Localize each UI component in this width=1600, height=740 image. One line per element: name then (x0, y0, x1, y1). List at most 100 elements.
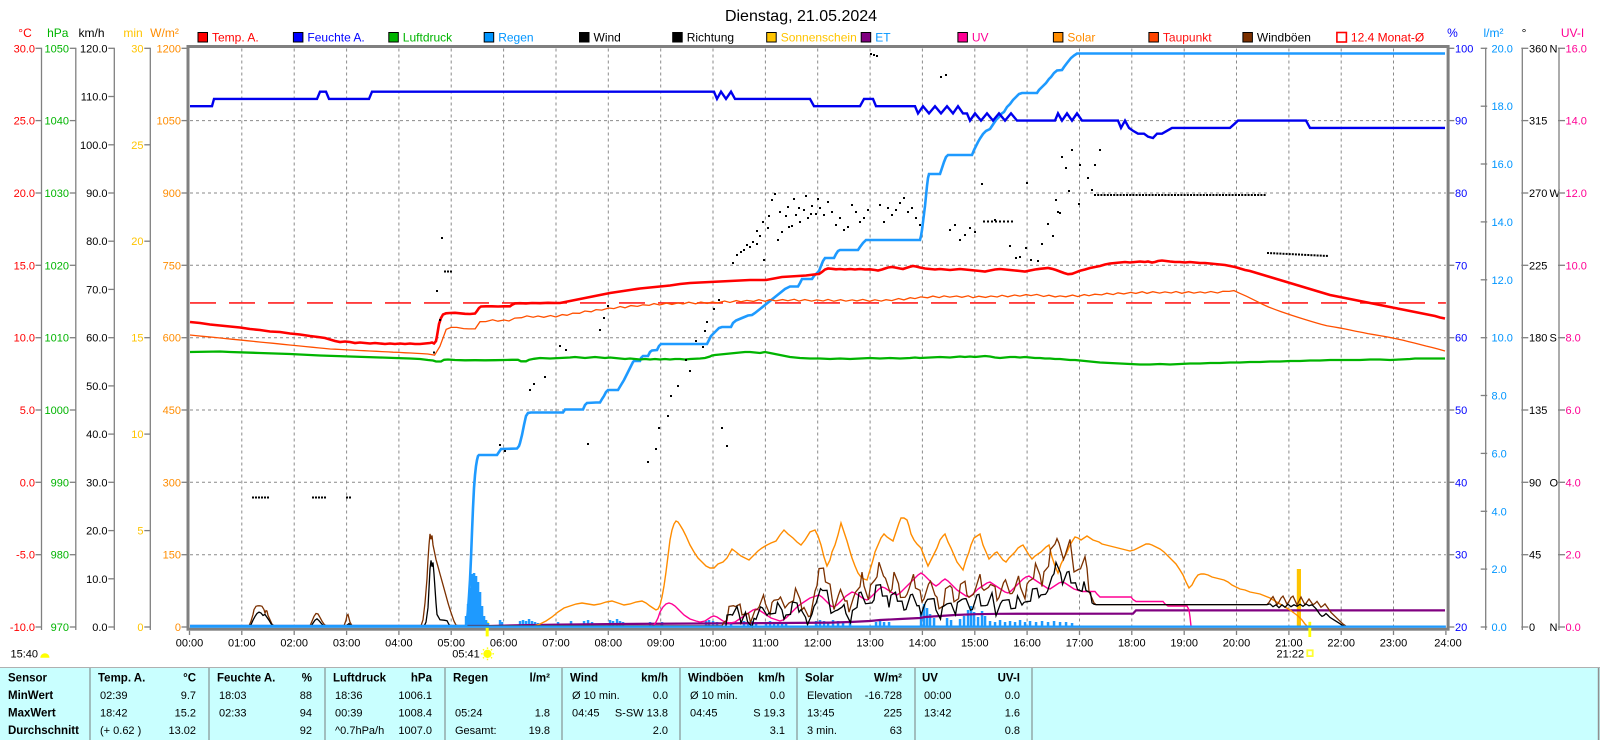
svg-text:Temp. A.: Temp. A. (98, 673, 145, 685)
svg-text:12.4 Monat-Ø: 12.4 Monat-Ø (1351, 31, 1424, 45)
svg-text:05:41: 05:41 (452, 649, 480, 661)
svg-text:%: % (302, 673, 312, 685)
svg-text:1040: 1040 (45, 116, 69, 128)
svg-text:135: 135 (1529, 405, 1547, 417)
svg-text:70: 70 (1455, 260, 1467, 272)
svg-text:Wind: Wind (594, 31, 621, 45)
svg-text:3 min.: 3 min. (807, 725, 837, 737)
svg-text:UV: UV (972, 31, 989, 45)
svg-text:km/h: km/h (78, 26, 104, 40)
svg-text:15:00: 15:00 (961, 638, 989, 650)
svg-text:270: 270 (1529, 188, 1547, 200)
svg-text:10.0: 10.0 (1492, 333, 1513, 345)
svg-text:12.0: 12.0 (1566, 188, 1587, 200)
svg-text:1200: 1200 (157, 43, 181, 55)
svg-text:1.6: 1.6 (1005, 708, 1020, 720)
svg-text:14:00: 14:00 (909, 638, 937, 650)
svg-text:(+ 0.62 ): (+ 0.62 ) (100, 725, 141, 737)
svg-text:04:45: 04:45 (690, 708, 718, 720)
svg-text:Luftdruck: Luftdruck (333, 673, 387, 685)
svg-text:45: 45 (1529, 550, 1541, 562)
svg-text:05:00: 05:00 (437, 638, 465, 650)
svg-text:Solar: Solar (805, 673, 834, 685)
svg-text:0.0: 0.0 (770, 690, 785, 702)
svg-text:24:00: 24:00 (1434, 638, 1462, 650)
svg-text:12.0: 12.0 (1492, 275, 1513, 287)
svg-text:02:33: 02:33 (219, 708, 247, 720)
svg-text:5: 5 (137, 526, 143, 538)
svg-text:80.0: 80.0 (86, 236, 107, 248)
svg-text:00:39: 00:39 (335, 708, 363, 720)
svg-text:19.8: 19.8 (529, 725, 550, 737)
svg-text:88: 88 (300, 690, 312, 702)
svg-text:Sensor: Sensor (8, 673, 48, 685)
svg-text:5.0: 5.0 (20, 405, 35, 417)
svg-text:25.0: 25.0 (14, 116, 35, 128)
svg-text:Regen: Regen (498, 31, 533, 45)
svg-text:25: 25 (131, 140, 143, 152)
svg-text:100.0: 100.0 (80, 140, 108, 152)
svg-text:Temp. A.: Temp. A. (212, 31, 259, 45)
svg-text:16:00: 16:00 (1013, 638, 1041, 650)
svg-text:450: 450 (163, 405, 181, 417)
svg-text:Solar: Solar (1067, 31, 1095, 45)
svg-text:16.0: 16.0 (1492, 159, 1513, 171)
svg-text:60: 60 (1455, 333, 1467, 345)
svg-text:1.8: 1.8 (535, 708, 550, 720)
svg-text:°C: °C (18, 26, 32, 40)
svg-text:0.8: 0.8 (1005, 725, 1020, 737)
svg-text:980: 980 (51, 550, 69, 562)
svg-text:Luftdruck: Luftdruck (403, 31, 453, 45)
svg-text:40: 40 (1455, 477, 1467, 489)
svg-text:0: 0 (1529, 622, 1535, 634)
svg-text:0.0: 0.0 (1005, 690, 1020, 702)
svg-text:1030: 1030 (45, 188, 69, 200)
svg-text:W: W (1550, 188, 1561, 200)
svg-text:180: 180 (1529, 333, 1547, 345)
svg-text:1050: 1050 (45, 43, 69, 55)
svg-text:Ø 10 min.: Ø 10 min. (690, 690, 738, 702)
svg-text:1050: 1050 (157, 116, 181, 128)
svg-text:01:00: 01:00 (228, 638, 256, 650)
svg-text:20.0: 20.0 (1492, 43, 1513, 55)
svg-text:21:22: 21:22 (1277, 649, 1305, 661)
svg-text:12:00: 12:00 (804, 638, 832, 650)
svg-text:90: 90 (1529, 477, 1541, 489)
svg-text:2.0: 2.0 (1566, 550, 1581, 562)
svg-text:06:00: 06:00 (490, 638, 518, 650)
svg-text:S: S (1550, 333, 1557, 345)
svg-text:S 19.3: S 19.3 (753, 708, 785, 720)
svg-text:S-SW 13.8: S-SW 13.8 (615, 708, 668, 720)
svg-text:0.0: 0.0 (1566, 622, 1581, 634)
svg-text:UV-I: UV-I (998, 673, 1020, 685)
svg-text:0.0: 0.0 (653, 690, 668, 702)
svg-text:18:00: 18:00 (1118, 638, 1146, 650)
svg-text:02:39: 02:39 (100, 690, 128, 702)
svg-text:990: 990 (51, 477, 69, 489)
svg-text:20.0: 20.0 (14, 188, 35, 200)
svg-text:63: 63 (890, 725, 902, 737)
svg-text:min: min (123, 26, 142, 40)
svg-text:hPa: hPa (411, 673, 433, 685)
svg-text:970: 970 (51, 622, 69, 634)
svg-text:13:45: 13:45 (807, 708, 835, 720)
svg-text:50.0: 50.0 (86, 381, 107, 393)
svg-text:30.0: 30.0 (14, 43, 35, 55)
svg-text:20: 20 (1455, 622, 1467, 634)
svg-text:80: 80 (1455, 188, 1467, 200)
svg-text:08:00: 08:00 (595, 638, 623, 650)
svg-text:11:00: 11:00 (752, 638, 779, 650)
svg-text:04:00: 04:00 (385, 638, 413, 650)
svg-text:0.0: 0.0 (92, 622, 107, 634)
svg-text:-16.728: -16.728 (865, 690, 902, 702)
svg-text:16.0: 16.0 (1566, 43, 1587, 55)
svg-text:10: 10 (131, 429, 143, 441)
svg-text:150: 150 (163, 550, 181, 562)
svg-text:km/h: km/h (758, 673, 785, 685)
svg-text:1006.1: 1006.1 (398, 690, 432, 702)
svg-text:Richtung: Richtung (687, 31, 734, 45)
svg-text:10.0: 10.0 (1566, 260, 1587, 272)
svg-text:07:00: 07:00 (542, 638, 570, 650)
svg-text:l/m²: l/m² (1484, 26, 1504, 40)
svg-text:l/m²: l/m² (530, 673, 551, 685)
